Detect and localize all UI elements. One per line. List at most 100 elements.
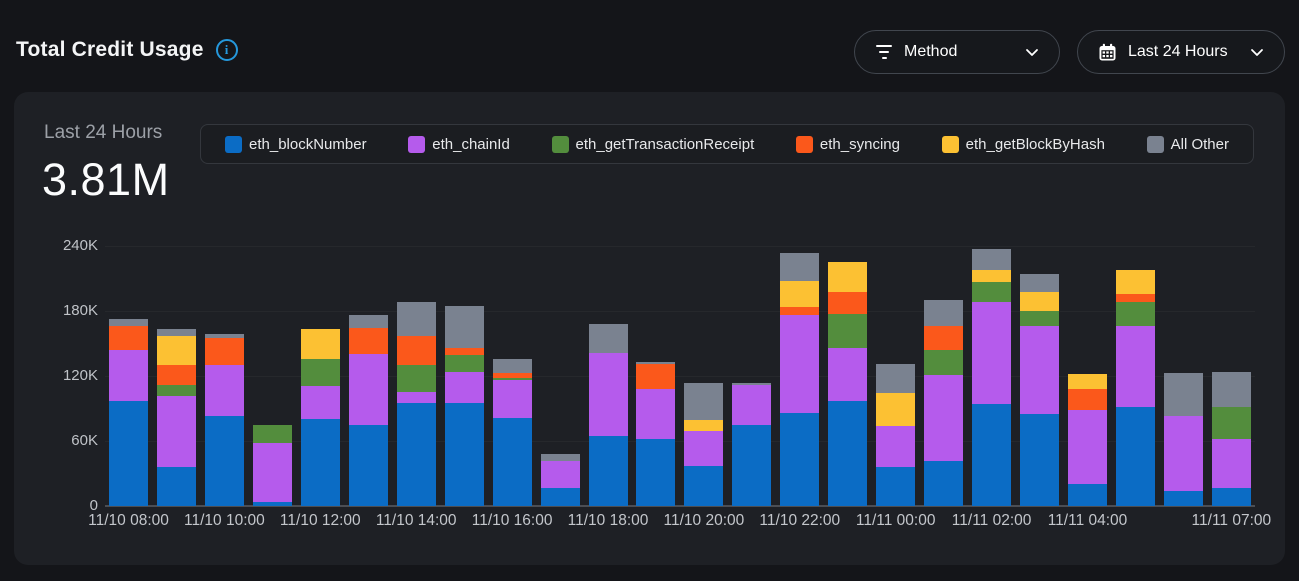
bar-segment[interactable]	[732, 384, 772, 425]
bar-segment[interactable]	[348, 315, 388, 329]
bar-segment[interactable]	[156, 335, 196, 366]
bar-segment[interactable]	[156, 329, 196, 336]
bar-segment[interactable]	[1115, 326, 1155, 408]
bar-segment[interactable]	[109, 318, 148, 327]
bar-segment[interactable]	[444, 403, 484, 506]
bar-segment[interactable]	[540, 460, 580, 488]
bar-segment[interactable]	[588, 435, 628, 506]
bar-segment[interactable]	[156, 395, 196, 467]
time-range-button[interactable]: Last 24 Hours	[1077, 30, 1285, 74]
bar-segment[interactable]	[156, 365, 196, 385]
bar-segment[interactable]	[1115, 407, 1155, 506]
bar-segment[interactable]	[444, 355, 484, 372]
bar-segment[interactable]	[204, 416, 244, 506]
bar-segment[interactable]	[1115, 269, 1155, 294]
bar-segment[interactable]	[780, 280, 820, 307]
bar-segment[interactable]	[972, 249, 1012, 270]
bar-segment[interactable]	[828, 347, 868, 401]
bar-segment[interactable]	[1115, 302, 1155, 327]
bar-segment[interactable]	[924, 300, 964, 327]
bar-segment[interactable]	[109, 326, 148, 350]
bar-segment[interactable]	[636, 389, 676, 439]
bar-segment[interactable]	[828, 314, 868, 348]
bar-segment[interactable]	[972, 281, 1012, 303]
legend-item[interactable]: eth_syncing	[795, 135, 900, 153]
bar-segment[interactable]	[492, 418, 532, 506]
bar-segment[interactable]	[348, 354, 388, 425]
bar-segment[interactable]	[1163, 490, 1203, 506]
bar-segment[interactable]	[204, 365, 244, 417]
bar-segment[interactable]	[972, 302, 1012, 405]
bar-segment[interactable]	[636, 438, 676, 506]
bar-segment[interactable]	[780, 306, 820, 316]
bar-segment[interactable]	[300, 358, 340, 386]
bar-segment[interactable]	[300, 419, 340, 506]
bar-segment[interactable]	[972, 269, 1012, 282]
bar-segment[interactable]	[1211, 407, 1251, 439]
bar-segment[interactable]	[109, 350, 148, 401]
bar-segment[interactable]	[492, 380, 532, 419]
bar-segment[interactable]	[684, 420, 724, 432]
bar-segment[interactable]	[1020, 326, 1060, 414]
bar-segment[interactable]	[252, 443, 292, 502]
bar-segment[interactable]	[396, 302, 436, 336]
bar-segment[interactable]	[636, 361, 676, 365]
bar-segment[interactable]	[684, 465, 724, 506]
bar-segment[interactable]	[1020, 274, 1060, 292]
bar-segment[interactable]	[1068, 373, 1107, 389]
bar-segment[interactable]	[588, 353, 628, 436]
bar-segment[interactable]	[876, 393, 916, 426]
bar-segment[interactable]	[156, 384, 196, 396]
bar-segment[interactable]	[156, 467, 196, 506]
bar-segment[interactable]	[1211, 487, 1251, 506]
bar-segment[interactable]	[1020, 291, 1060, 311]
method-filter-button[interactable]: Method	[854, 30, 1060, 74]
bar-segment[interactable]	[444, 347, 484, 356]
bar-segment[interactable]	[1163, 372, 1203, 417]
bar-segment[interactable]	[876, 364, 916, 394]
bar-segment[interactable]	[924, 460, 964, 506]
bar-segment[interactable]	[780, 412, 820, 506]
bar-segment[interactable]	[732, 382, 772, 385]
bar-segment[interactable]	[924, 374, 964, 461]
bar-segment[interactable]	[396, 335, 436, 366]
legend-item[interactable]: eth_blockNumber	[225, 135, 367, 153]
bar-segment[interactable]	[109, 400, 148, 506]
bar-segment[interactable]	[1020, 413, 1060, 506]
bar-segment[interactable]	[540, 454, 580, 461]
bar-segment[interactable]	[732, 424, 772, 506]
bar-segment[interactable]	[492, 372, 532, 379]
bar-segment[interactable]	[780, 315, 820, 413]
bar-segment[interactable]	[924, 350, 964, 375]
legend-item[interactable]: eth_getTransactionReceipt	[551, 135, 754, 153]
bar-segment[interactable]	[492, 358, 532, 373]
bar-segment[interactable]	[684, 431, 724, 466]
bar-segment[interactable]	[828, 262, 868, 292]
bar-segment[interactable]	[348, 328, 388, 355]
bar-segment[interactable]	[396, 365, 436, 393]
bar-segment[interactable]	[876, 467, 916, 506]
bar-segment[interactable]	[876, 425, 916, 467]
legend-item[interactable]: eth_chainId	[408, 135, 510, 153]
bar-segment[interactable]	[780, 252, 820, 281]
bar-segment[interactable]	[204, 333, 244, 339]
bar-segment[interactable]	[444, 371, 484, 404]
bar-segment[interactable]	[396, 392, 436, 404]
bar-segment[interactable]	[972, 404, 1012, 506]
bar-segment[interactable]	[1068, 484, 1107, 506]
bar-segment[interactable]	[396, 403, 436, 506]
bar-segment[interactable]	[300, 329, 340, 359]
legend-item[interactable]: All Other	[1146, 135, 1229, 153]
bar-segment[interactable]	[1020, 311, 1060, 327]
bar-segment[interactable]	[828, 400, 868, 506]
bar-segment[interactable]	[924, 326, 964, 350]
bar-segment[interactable]	[1068, 389, 1107, 410]
bar-segment[interactable]	[492, 378, 532, 381]
bar-segment[interactable]	[1211, 371, 1251, 408]
bar-segment[interactable]	[1068, 409, 1107, 485]
bar-segment[interactable]	[300, 385, 340, 420]
bar-segment[interactable]	[1163, 416, 1203, 491]
legend-item[interactable]: eth_getBlockByHash	[941, 135, 1105, 153]
bar-segment[interactable]	[684, 382, 724, 421]
bar-segment[interactable]	[252, 424, 292, 444]
